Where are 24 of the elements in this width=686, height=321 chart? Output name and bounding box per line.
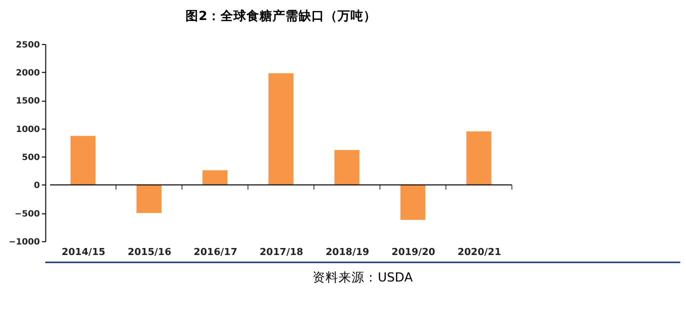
x-tick-label: 2020/21 [458,247,502,258]
y-tick-label: 500 [22,153,40,164]
text: 资料来源：USDA [312,270,414,285]
y-tick-label: 2000 [16,68,40,79]
bar [466,131,492,185]
x-tick-label: 2018/19 [326,247,370,258]
y-tick-label: −500 [14,209,40,220]
x-tick-label: 2015/16 [128,247,172,258]
bar [334,150,360,185]
chart-title: 图2：全球食糖产需缺口（万吨） [186,8,376,23]
y-tick-label: 0 [34,181,40,192]
bar [202,170,228,185]
x-tick-label: 2016/17 [194,247,238,258]
bar [400,184,426,220]
y-tick-label: 2500 [16,40,40,50]
x-tick-label: 2014/15 [62,247,106,258]
bar [268,73,294,185]
y-tick-label: −1000 [8,238,40,248]
y-tick-label: 1000 [16,124,40,135]
x-tick-label: 2017/18 [260,247,304,258]
bar [70,136,96,185]
y-tick-label: 1500 [16,96,40,107]
x-tick-label: 2019/20 [392,247,436,258]
bar [136,184,162,214]
